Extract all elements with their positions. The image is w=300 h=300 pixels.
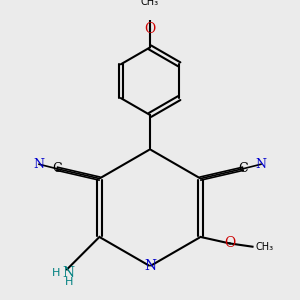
Text: O: O bbox=[144, 22, 156, 36]
Text: C: C bbox=[238, 162, 247, 175]
Text: C: C bbox=[52, 162, 62, 175]
Text: O: O bbox=[224, 236, 236, 250]
Text: N: N bbox=[144, 259, 156, 273]
Text: CH₃: CH₃ bbox=[256, 242, 274, 252]
Text: N: N bbox=[63, 266, 75, 280]
Text: N: N bbox=[255, 158, 266, 171]
Text: H: H bbox=[65, 278, 73, 287]
Text: N: N bbox=[34, 158, 45, 171]
Text: H: H bbox=[52, 268, 61, 278]
Text: CH₃: CH₃ bbox=[141, 0, 159, 7]
